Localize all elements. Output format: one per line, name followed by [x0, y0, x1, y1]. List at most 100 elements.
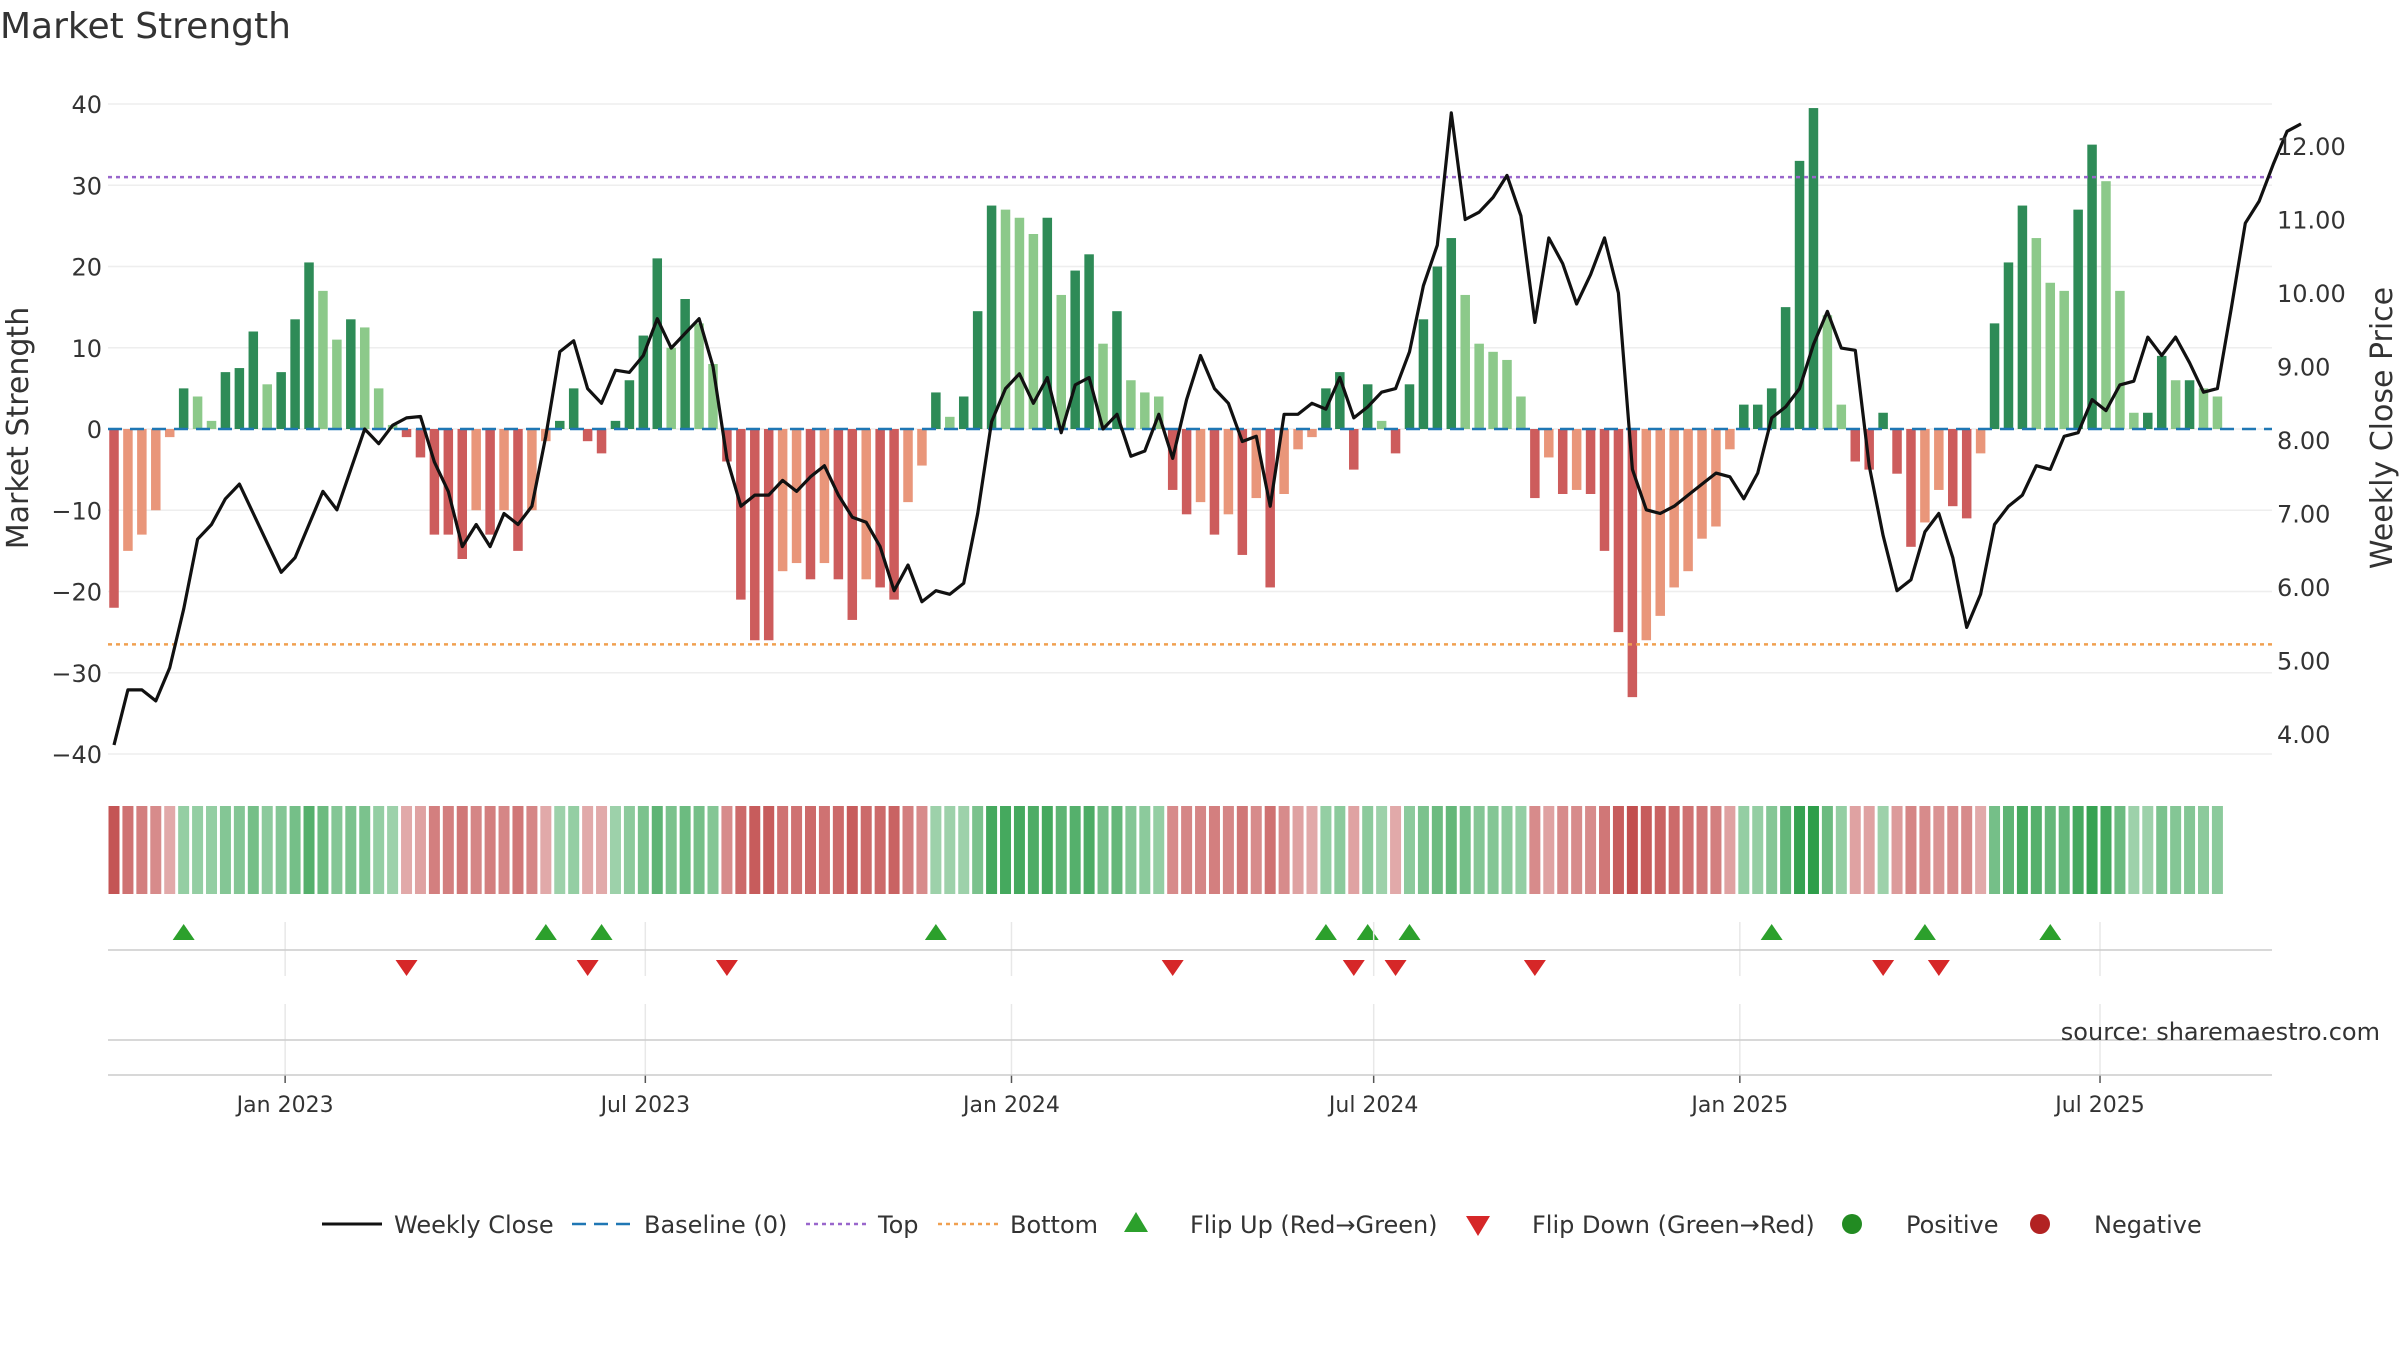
heat-strip	[972, 806, 984, 894]
heat-strip	[1376, 806, 1388, 894]
heat-strip	[1863, 806, 1875, 894]
y-tick-label-right: 5.00	[2277, 648, 2330, 676]
strength-bar	[1585, 429, 1596, 494]
strength-bar	[290, 319, 300, 429]
strength-bar	[1669, 429, 1679, 588]
strength-bar	[1126, 380, 1136, 429]
heat-strip	[1654, 806, 1666, 894]
heat-strip	[219, 806, 231, 894]
flip-up-marker	[172, 924, 195, 940]
axis-tick-labels: 40 30 20 10 0 −10 −20 −30 −40 12.00 11.00 10.00 9.00…	[51, 91, 2345, 769]
legend-swatch-negative	[2030, 1214, 2050, 1234]
y-tick-label-right: 6.00	[2277, 574, 2330, 602]
strength-bar	[1530, 429, 1540, 499]
strength-bar	[1544, 429, 1554, 458]
heat-strip	[303, 806, 315, 894]
strength-bar	[373, 388, 384, 429]
heat-strip	[1431, 806, 1443, 894]
strength-bar	[1279, 429, 1289, 494]
heat-strip	[1195, 806, 1207, 894]
heat-strip	[1794, 806, 1806, 894]
heat-strip	[1947, 806, 1959, 894]
strength-bar	[318, 290, 328, 429]
heat-strip	[1835, 806, 1847, 894]
heat-strip	[930, 806, 942, 894]
strength-bar	[178, 388, 189, 429]
strength-bar	[262, 384, 272, 429]
heat-strip	[693, 806, 705, 894]
heat-strip	[1292, 806, 1304, 894]
heat-strip	[289, 806, 301, 894]
heat-strip	[637, 806, 649, 894]
heat-strip	[2142, 806, 2154, 894]
strength-bar	[457, 429, 467, 559]
legend-label: Positive	[1906, 1211, 1999, 1239]
strength-bar	[582, 429, 593, 442]
strength-bar	[1766, 388, 1777, 429]
flip-up-marker	[924, 924, 947, 940]
strength-bar	[777, 429, 788, 572]
strength-bar	[1307, 429, 1317, 438]
heat-strip	[944, 806, 956, 894]
heat-strip	[1000, 806, 1012, 894]
heat-strip	[414, 806, 426, 894]
strength-bar	[722, 429, 732, 462]
y-tick-label-left: 40	[71, 91, 102, 119]
heat-strip	[1027, 806, 1039, 894]
heat-strip	[1097, 806, 1109, 894]
strength-bar	[1237, 429, 1248, 555]
y-axis-label-right: Weekly Close Price	[2365, 287, 2400, 569]
strength-bar	[1209, 429, 1220, 535]
flip-up-marker	[1314, 924, 1337, 940]
heat-strip	[428, 806, 440, 894]
strength-bar	[1404, 384, 1415, 429]
strength-bar	[889, 429, 899, 600]
heat-strip	[1961, 806, 1973, 894]
y-tick-label-left: −20	[51, 579, 102, 607]
source-label: source: sharemaestro.com	[2061, 1018, 2380, 1046]
heat-strip	[1557, 806, 1569, 894]
strength-bar	[1989, 323, 2000, 429]
flip-down-marker	[395, 960, 418, 976]
strength-bar	[903, 429, 913, 503]
heat-strip	[1640, 806, 1652, 894]
strength-bar	[485, 429, 495, 535]
heat-strip	[2114, 806, 2126, 894]
heat-strip	[1933, 806, 1945, 894]
strength-bar	[680, 299, 690, 429]
heat-strip	[554, 806, 566, 894]
x-tick-label: Jan 2023	[235, 1093, 334, 1118]
strength-bar	[819, 429, 830, 564]
strength-bar	[1920, 429, 1930, 523]
strength-bar	[847, 429, 858, 620]
x-tick-label: Jul 2025	[2053, 1093, 2145, 1118]
flip-down-marker	[576, 960, 599, 976]
strength-bar	[875, 429, 885, 588]
heat-strip	[582, 806, 594, 894]
strength-bar	[1251, 429, 1262, 499]
strength-bar	[1627, 429, 1638, 698]
y-tick-label-right: 8.00	[2277, 427, 2330, 455]
heat-strip	[1501, 806, 1513, 894]
heat-strip	[1306, 806, 1318, 894]
legend-swatch-flip-down	[1466, 1216, 1490, 1236]
strength-bar	[1948, 429, 1958, 507]
heat-strip	[1390, 806, 1402, 894]
heat-strip	[498, 806, 510, 894]
strength-bar	[1488, 351, 1498, 429]
heat-strip	[1585, 806, 1597, 894]
y-tick-label-right: 9.00	[2277, 354, 2330, 382]
heat-strip	[1208, 806, 1220, 894]
heat-strip	[902, 806, 914, 894]
heat-strip	[401, 806, 413, 894]
heat-strip	[1975, 806, 1987, 894]
heat-strip	[192, 806, 204, 894]
strength-bar	[1223, 429, 1234, 515]
heat-strip	[1417, 806, 1429, 894]
strength-bar	[1112, 311, 1122, 429]
heat-strip	[1529, 806, 1541, 894]
strength-bar	[1808, 108, 1819, 429]
heat-strip	[1264, 806, 1276, 894]
flip-up-marker	[534, 924, 557, 940]
flip-up-marker	[1356, 924, 1379, 940]
